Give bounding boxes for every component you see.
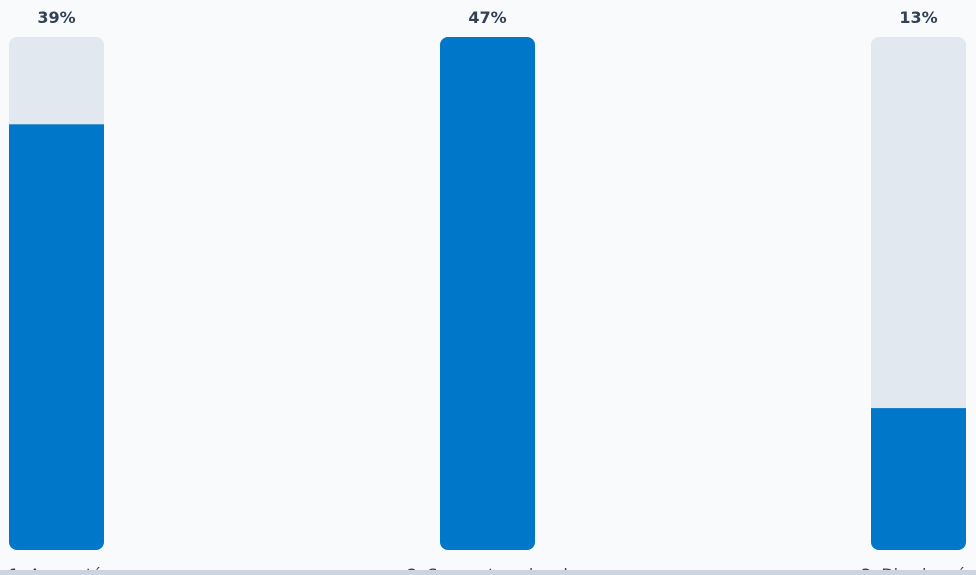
bar-value-label: 47% [468, 8, 506, 27]
bar-value-label: 13% [899, 8, 937, 27]
bar-fill [871, 408, 966, 550]
bar-fill [440, 37, 535, 550]
bar-2 [440, 37, 535, 550]
bar-value-label: 39% [37, 8, 75, 27]
scroll-edge [0, 570, 976, 575]
bars-group [9, 37, 966, 550]
bar-fill [9, 124, 104, 550]
bar-1 [9, 37, 104, 550]
bar-3 [871, 37, 966, 550]
